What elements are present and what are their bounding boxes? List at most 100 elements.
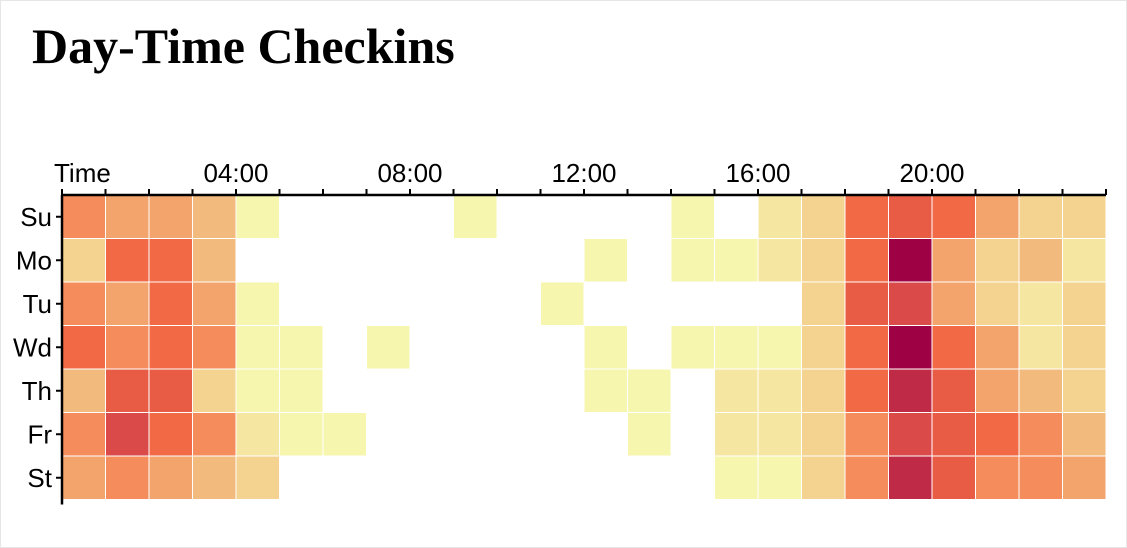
heatmap-cell <box>148 325 193 370</box>
heatmap-cell <box>1018 368 1063 413</box>
heatmap-cell <box>235 455 280 500</box>
heatmap-cell <box>235 325 280 370</box>
heatmap-cell <box>757 194 802 239</box>
heatmap-cell <box>801 368 846 413</box>
heatmap-cell <box>975 194 1020 239</box>
heatmap-cell <box>801 238 846 283</box>
heatmap-cell <box>1062 325 1107 370</box>
heatmap-cell <box>583 368 628 413</box>
heatmap-cell <box>105 238 150 283</box>
heatmap-cell <box>1062 194 1107 239</box>
heatmap-cell <box>235 194 280 239</box>
heatmap-cell <box>105 325 150 370</box>
heatmap-cell <box>844 412 889 457</box>
heatmap-cell <box>148 455 193 500</box>
heatmap-cell <box>1018 281 1063 326</box>
heatmap-cell <box>322 412 367 457</box>
heatmap-cell <box>975 368 1020 413</box>
heatmap-cell <box>279 368 324 413</box>
heatmap-cell <box>975 325 1020 370</box>
heatmap-cell <box>1018 194 1063 239</box>
heatmap-cell <box>235 281 280 326</box>
heatmap-cell <box>105 412 150 457</box>
heatmap-cell <box>235 412 280 457</box>
heatmap-cell <box>105 194 150 239</box>
heatmap-cell <box>1018 238 1063 283</box>
heatmap-cell <box>148 194 193 239</box>
heatmap-cell <box>453 194 498 239</box>
heatmap-cell <box>148 281 193 326</box>
heatmap-cell <box>1062 412 1107 457</box>
heatmap-cell <box>540 281 585 326</box>
heatmap-cell <box>1018 325 1063 370</box>
heatmap-cell <box>888 412 933 457</box>
heatmap-cell <box>931 325 976 370</box>
heatmap-cell <box>888 194 933 239</box>
heatmap-cell <box>757 368 802 413</box>
heatmap-cell <box>61 238 106 283</box>
heatmap-cell <box>844 368 889 413</box>
heatmap-cell <box>801 281 846 326</box>
heatmap-cell <box>583 325 628 370</box>
heatmap-cell <box>801 194 846 239</box>
heatmap-cell <box>888 455 933 500</box>
y-tick-label: Su <box>20 202 52 232</box>
heatmap-cell <box>105 368 150 413</box>
heatmap-cell <box>931 281 976 326</box>
y-tick-label: Fr <box>27 419 52 449</box>
heatmap-cell <box>670 238 715 283</box>
heatmap-cell <box>975 281 1020 326</box>
x-tick-label: 12:00 <box>551 158 616 188</box>
heatmap-cell <box>757 455 802 500</box>
heatmap-cell <box>844 194 889 239</box>
chart-title: Day-Time Checkins <box>32 18 455 74</box>
y-tick-label: St <box>27 463 52 493</box>
heatmap-cell <box>61 325 106 370</box>
y-tick-label: Mo <box>16 245 52 275</box>
heatmap-cell <box>148 238 193 283</box>
heatmap-cell <box>366 325 411 370</box>
heatmap-cell <box>757 238 802 283</box>
heatmap-cell <box>714 412 759 457</box>
heatmap-cell <box>931 412 976 457</box>
heatmap-cell <box>192 194 237 239</box>
heatmap-cell <box>757 325 802 370</box>
heatmap-cell <box>1062 281 1107 326</box>
x-tick-label: 16:00 <box>725 158 790 188</box>
heatmap-cell <box>148 368 193 413</box>
heatmap-cell <box>844 325 889 370</box>
x-tick-label: 08:00 <box>377 158 442 188</box>
heatmap-cell <box>627 412 672 457</box>
heatmap-cell <box>931 238 976 283</box>
heatmap-cell <box>714 368 759 413</box>
heatmap-cell <box>888 368 933 413</box>
heatmap-cell <box>801 412 846 457</box>
heatmap-cell <box>192 281 237 326</box>
heatmap-cell <box>801 455 846 500</box>
heatmap-cell <box>105 281 150 326</box>
heatmap-cell <box>148 412 193 457</box>
heatmap-cell <box>192 325 237 370</box>
heatmap-cell <box>670 194 715 239</box>
heatmap-cell <box>61 412 106 457</box>
heatmap-cell <box>279 325 324 370</box>
heatmap-cell <box>1018 455 1063 500</box>
heatmap-cell <box>714 325 759 370</box>
heatmap-cell <box>931 455 976 500</box>
heatmap-cell <box>235 368 280 413</box>
x-tick-label: 04:00 <box>203 158 268 188</box>
heatmap-cell <box>1018 412 1063 457</box>
heatmap-cell <box>801 325 846 370</box>
heatmap-cell <box>714 238 759 283</box>
heatmap-cell <box>888 238 933 283</box>
heatmap-cell <box>105 455 150 500</box>
heatmap-cell <box>888 281 933 326</box>
heatmap-cell <box>714 455 759 500</box>
heatmap-cell <box>61 455 106 500</box>
heatmap-cell <box>583 238 628 283</box>
heatmap-cell <box>975 455 1020 500</box>
heatmap-cell <box>1062 455 1107 500</box>
heatmap-cell <box>931 368 976 413</box>
heatmap-cell <box>670 325 715 370</box>
